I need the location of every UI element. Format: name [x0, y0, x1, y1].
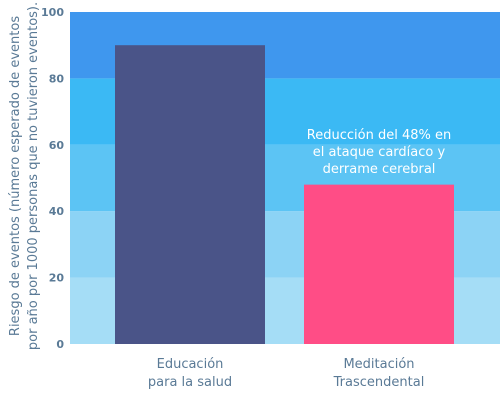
- x-category-label: para la salud: [148, 375, 232, 390]
- bar-annotation-line: el ataque cardíaco y: [313, 145, 446, 160]
- y-axis-label-line: Riesgo de eventos (número esperado de ev…: [8, 16, 23, 336]
- bars: [115, 45, 454, 344]
- annotations: Reducción del 48% en el ataque cardíaco y…: [307, 128, 451, 177]
- y-axis-label: Riesgo de eventos (número esperado de ev…: [8, 2, 41, 350]
- y-tick-label: 60: [49, 139, 65, 152]
- bar-annotation-line: derrame cerebral: [323, 162, 436, 177]
- x-category-label: Trascendental: [333, 375, 425, 390]
- x-category-label: Educación: [157, 357, 224, 372]
- bar-annotation-line: Reducción del 48% en: [307, 128, 451, 143]
- y-tick-label: 40: [49, 205, 65, 218]
- y-tick-label: 20: [49, 272, 65, 285]
- x-category-label: Meditación: [343, 357, 414, 372]
- axes: 0 20 40 60 80 100 Riesgo de eventos (número es…: [8, 2, 424, 390]
- y-tick-label: 0: [56, 338, 64, 351]
- bar-0: [115, 45, 265, 344]
- y-tick-label: 80: [49, 72, 65, 85]
- y-axis-label-line: por año por 1000 personas que no tuviero…: [26, 2, 41, 350]
- bar-1: [304, 184, 454, 344]
- y-tick-label: 100: [41, 6, 64, 19]
